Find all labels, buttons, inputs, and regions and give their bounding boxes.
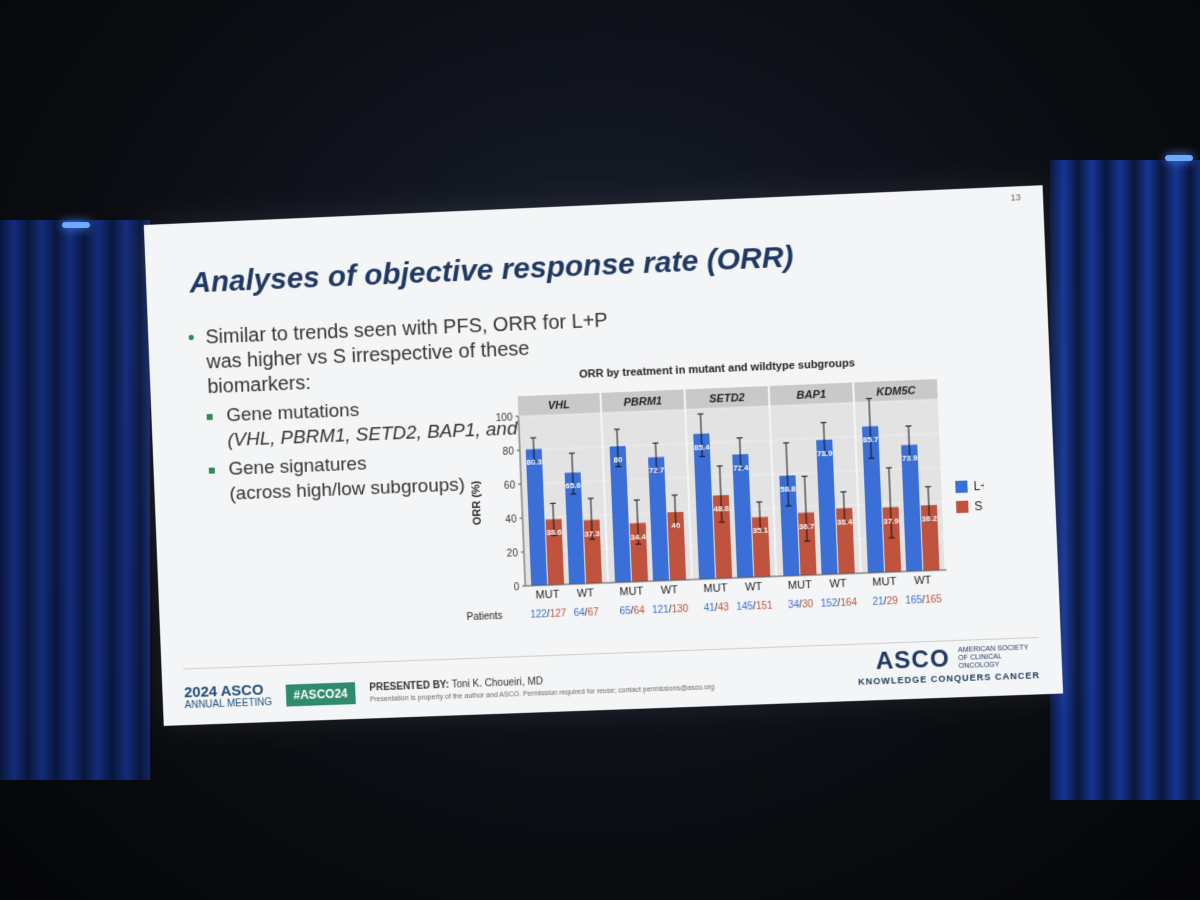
stage-light-left [62,222,90,228]
presented-by-label: PRESENTED BY: [369,679,449,693]
patients-count: 34/30 [788,599,814,611]
x-tick-label: MUT [619,585,644,598]
data-label: 58.8 [780,484,797,494]
patients-count: 65/64 [619,605,645,617]
legend-label: S [974,499,983,513]
sub-bullet-mutations-label: Gene mutations [226,400,359,426]
data-label: 38.2 [921,514,938,524]
facet-label-bap1: BAP1 [796,389,826,402]
projection-screen: 13 Analyses of objective response rate (… [144,185,1063,726]
data-label: 40 [671,521,681,530]
x-tick-label: WT [661,584,679,597]
x-tick-label: WT [829,578,847,591]
data-label: 80 [613,455,623,464]
data-label: 85.7 [863,435,880,445]
hashtag-badge: #ASCO24 [285,682,356,706]
data-label: 38.4 [837,517,854,527]
data-label: 65.6 [565,481,581,491]
patients-count: 121/130 [652,604,689,616]
patients-s: 164 [840,597,858,609]
data-label: 37.9 [883,516,900,526]
patients-count: 152/164 [820,597,857,609]
patients-count: 165/165 [905,594,942,606]
data-label: 48.8 [713,504,730,514]
sub-bullet-signatures-detail: (across high/low subgroups) [229,474,465,504]
orr-bar-chart: ORR by treatment in mutant and wildtype … [457,349,991,670]
data-label: 36.7 [799,521,816,531]
data-label: 72.4 [733,463,750,473]
patients-s: 43 [717,602,729,613]
patients-s: 30 [802,599,814,611]
x-tick-label: MUT [788,579,813,592]
legend-swatch [956,501,969,514]
data-label: 38.6 [546,528,562,538]
stage-light-right [1165,155,1193,161]
slide-number: 13 [1010,192,1021,203]
asco-annual-meeting-logo: 2024 ASCO ANNUAL MEETING [184,684,272,711]
meeting-label: ANNUAL MEETING [184,697,272,711]
y-tick-label: 20 [507,548,519,559]
facet-label-pbrm1: PBRM1 [623,395,662,409]
y-tick-label: 40 [505,514,517,525]
data-label: 35.1 [752,526,769,536]
x-tick-label: WT [745,581,763,594]
data-label: 37.3 [584,529,600,539]
patients-s: 127 [549,608,567,620]
patients-count: 64/67 [574,607,600,619]
patients-count: 122/127 [530,608,567,620]
presenter-name: Toni K. Choueiri, MD [451,676,543,690]
chart-title: ORR by treatment in mutant and wildtype … [579,357,855,381]
facet-label-vhl: VHL [548,399,571,412]
patients-s: 67 [587,607,599,618]
y-tick-label: 100 [496,413,514,425]
slide-footer: 2024 ASCO ANNUAL MEETING #ASCO24 PRESENT… [184,668,715,711]
facet-label-kdm5c: KDM5C [876,385,917,399]
data-label: 34.4 [630,532,646,542]
data-label: 72.7 [649,466,665,476]
x-tick-label: WT [577,587,595,600]
stage-curtain-right [1050,160,1200,800]
y-tick-label: 60 [504,480,516,491]
patients-lp: 152 [820,598,838,610]
data-label: 73.9 [902,454,919,464]
patients-count: 41/43 [704,602,730,614]
y-tick-label: 0 [514,582,520,593]
facet-label-setd2: SETD2 [709,392,745,406]
patients-lp: 122 [530,609,548,621]
sub-bullet-signatures-label: Gene signatures [228,453,367,479]
patients-s: 165 [925,594,943,606]
x-tick-label: MUT [535,589,560,602]
asco-logo-text: ASCO [875,645,950,676]
legend-label: L+P [973,478,990,493]
data-label: 85.4 [694,442,711,452]
data-label: 78.9 [817,448,834,458]
asco-logo: ASCO AMERICAN SOCIETY OF CLINICAL ONCOLO… [857,642,1040,687]
patients-count: 21/29 [872,596,898,608]
patients-lp: 165 [905,595,923,607]
y-axis-label: ORR (%) [470,480,484,525]
x-tick-label: MUT [872,576,897,589]
patients-lp: 145 [736,601,754,613]
y-tick-label: 80 [503,446,515,457]
x-tick-label: WT [914,574,932,587]
patients-s: 64 [633,605,645,616]
patients-s: 29 [886,596,898,608]
patients-count: 145/151 [736,601,773,613]
patients-lp: 121 [652,604,670,616]
asco-society-text: AMERICAN SOCIETY OF CLINICAL ONCOLOGY [958,644,1040,671]
patients-label: Patients [466,611,502,623]
patients-s: 151 [756,601,774,613]
patients-s: 130 [671,604,689,616]
x-tick-label: MUT [703,582,728,595]
legend-swatch [955,480,968,493]
data-label: 80.3 [526,458,542,468]
slide-title: Analyses of objective response rate (ORR… [189,240,794,300]
stage-curtain-left [0,220,150,780]
presenter-info: PRESENTED BY: Toni K. Choueiri, MD Prese… [369,670,714,704]
